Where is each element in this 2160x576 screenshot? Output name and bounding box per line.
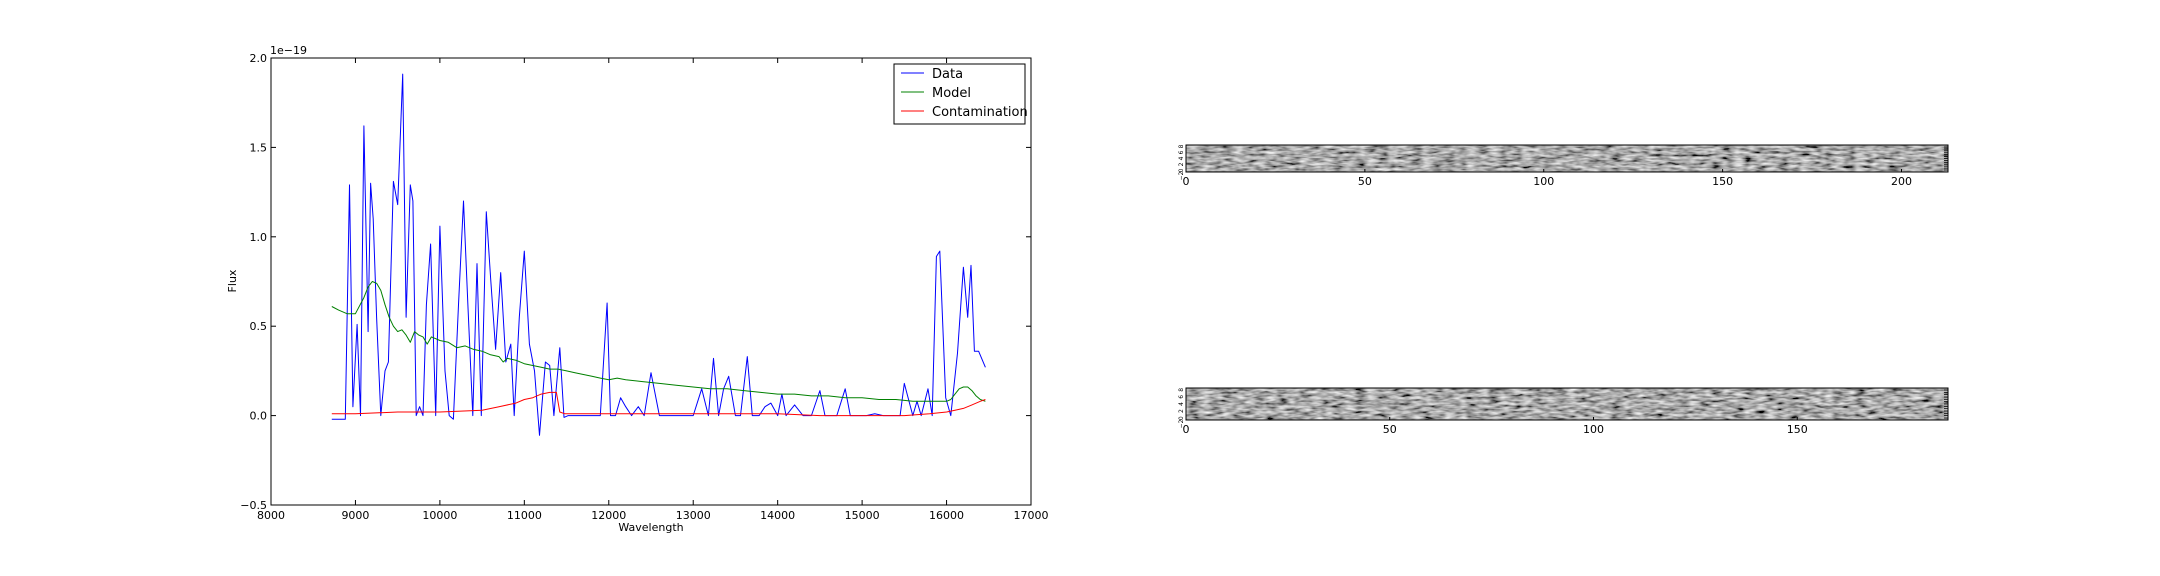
image-1-right-ticks	[1944, 146, 1948, 171]
image-x-tick-label: 200	[1891, 175, 1912, 188]
series-line-contamination	[331, 391, 986, 417]
image-x-tick-label: 0	[1183, 423, 1190, 436]
spectrum-image-2: 0 50 100 150 −20 2 4 6 8	[1178, 387, 1949, 436]
y-tick-label: 0.5	[250, 320, 268, 333]
x-tick-label: 17000	[1014, 509, 1049, 522]
x-tick-label: 10000	[422, 509, 457, 522]
image-y-tick-label: 8	[1178, 388, 1185, 392]
series-line-data	[331, 73, 986, 436]
x-tick-label: 13000	[676, 509, 711, 522]
image-2-right-ticks	[1944, 389, 1948, 419]
legend-frame	[893, 63, 1026, 125]
spectrum-axes-frame	[270, 57, 1032, 506]
image-x-tick-label: 0	[1183, 175, 1190, 188]
x-tick-label: 8000	[257, 509, 285, 522]
x-tick-label: 16000	[929, 509, 964, 522]
spectrum-series-group	[331, 73, 986, 436]
legend-data-label: Data	[932, 67, 963, 82]
legend-model-label: Model	[932, 86, 971, 101]
y-tick-label: −0.5	[240, 499, 267, 512]
spectrum-y-axis-label: Flux	[226, 269, 239, 292]
image-y-tick-label: 6	[1178, 395, 1185, 399]
image-y-tick-label: 6	[1178, 150, 1185, 154]
image-y-tick-label: −2	[1178, 419, 1185, 428]
series-line-model	[331, 281, 986, 402]
image-y-tick-label: 2	[1178, 162, 1185, 166]
image-x-tick-label: 150	[1787, 423, 1808, 436]
image-y-tick-label: 4	[1178, 402, 1185, 406]
x-tick-label: 9000	[341, 509, 369, 522]
y-tick-label: 0.0	[250, 410, 268, 423]
image-x-tick-label: 100	[1533, 175, 1554, 188]
image-y-tick-label: 2	[1178, 409, 1185, 413]
legend-contamination-label: Contamination	[932, 105, 1028, 120]
x-tick-label: 12000	[591, 509, 626, 522]
spectrum-legend: Data Model Contamination	[893, 63, 1028, 125]
spectrum-chart: 8000 9000 10000 11000 12000 13000 14000 15000 16…	[226, 44, 1049, 534]
spectrum-image-1: 0 50 100 150 200 −20 2 4 6 8	[1178, 144, 1949, 188]
image-y-tick-label: −2	[1178, 171, 1185, 180]
spectrum-x-ticks: 8000 9000 10000 11000 12000 13000 14000 15000 16…	[257, 58, 1049, 522]
x-tick-label: 11000	[507, 509, 542, 522]
spectrum-plot-area	[271, 58, 1031, 505]
image-2-y-ticks: −20 2 4 6 8	[1178, 388, 1185, 429]
x-tick-label: 15000	[845, 509, 880, 522]
spectrum-offset-text: 1e−19	[270, 44, 307, 57]
image-x-tick-label: 50	[1358, 175, 1372, 188]
image-2-pixels	[1186, 388, 1948, 420]
y-tick-label: 2.0	[250, 52, 268, 65]
y-tick-label: 1.5	[250, 141, 268, 154]
image-x-tick-label: 150	[1712, 175, 1733, 188]
image-y-tick-label: 0	[1178, 416, 1185, 420]
image-y-tick-label: 4	[1178, 156, 1185, 160]
image-x-tick-label: 50	[1383, 423, 1397, 436]
image-2-x-ticks: 0 50 100 150	[1183, 417, 1808, 436]
image-y-tick-label: 8	[1178, 144, 1185, 148]
x-tick-label: 14000	[760, 509, 795, 522]
image-y-tick-label: 0	[1178, 168, 1185, 172]
spectrum-y-ticks: −0.5 0.0 0.5 1.0 1.5 2.0	[240, 52, 1031, 512]
y-tick-label: 1.0	[250, 231, 268, 244]
image-1-x-ticks: 0 50 100 150 200	[1183, 169, 1912, 188]
image-1-pixels	[1186, 145, 1948, 172]
spectrum-x-axis-label: Wavelength	[618, 521, 683, 534]
image-1-y-ticks: −20 2 4 6 8	[1178, 144, 1185, 180]
image-x-tick-label: 100	[1583, 423, 1604, 436]
